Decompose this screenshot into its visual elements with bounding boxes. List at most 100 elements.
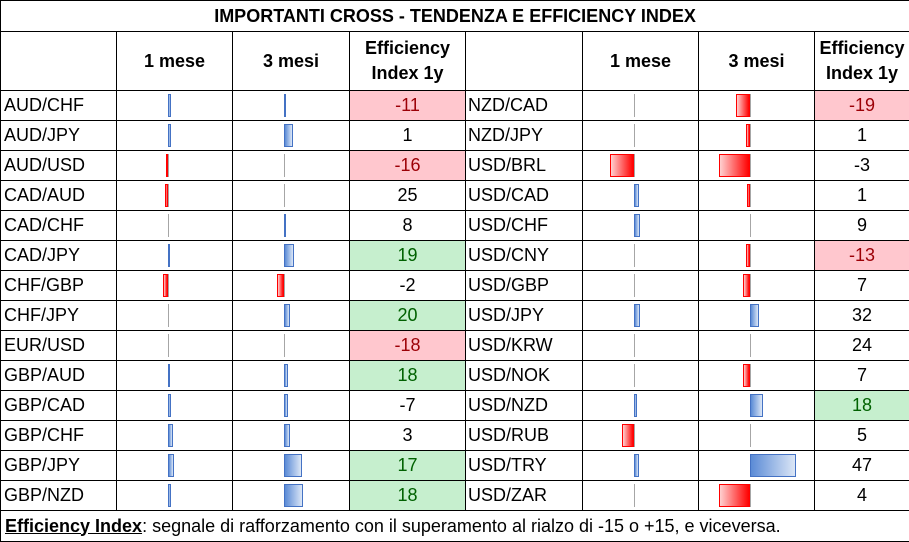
positive-bar (750, 304, 759, 327)
efficiency-value: 18 (815, 391, 909, 421)
zero-line (168, 334, 169, 357)
positive-bar (168, 244, 170, 267)
positive-bar (168, 364, 170, 387)
pair-name: USD/RUB (466, 421, 583, 451)
trend-bar-cell (233, 121, 350, 151)
zero-line (750, 274, 751, 297)
negative-bar (166, 154, 168, 177)
header-eff-line1: Efficiency (820, 38, 905, 58)
efficiency-value: 25 (350, 181, 466, 211)
positive-bar (168, 394, 171, 417)
efficiency-value: -18 (350, 331, 466, 361)
trend-bar-cell (233, 361, 350, 391)
trend-bar-cell (117, 91, 233, 121)
trend-bar-cell (699, 481, 815, 511)
trend-bar-cell (583, 481, 699, 511)
positive-bar (634, 304, 640, 327)
pair-name: GBP/AUD (1, 361, 117, 391)
positive-bar (284, 424, 290, 447)
pair-name: CHF/JPY (1, 301, 117, 331)
negative-bar (622, 424, 633, 447)
trend-bar-cell (699, 451, 815, 481)
zero-line (634, 244, 635, 267)
zero-line (750, 244, 751, 267)
trend-bar-cell (233, 91, 350, 121)
trend-bar-cell (583, 421, 699, 451)
efficiency-value: 4 (815, 481, 909, 511)
negative-bar (277, 274, 285, 297)
pair-name: USD/CAD (466, 181, 583, 211)
trend-bar-cell (233, 271, 350, 301)
trend-bar-cell (233, 301, 350, 331)
positive-bar (284, 364, 288, 387)
trend-bar-cell (117, 121, 233, 151)
negative-bar (610, 154, 634, 177)
efficiency-value: 47 (815, 451, 909, 481)
zero-line (634, 154, 635, 177)
positive-bar (284, 304, 290, 327)
header-efficiency-right: Efficiency Index 1y (815, 32, 909, 91)
negative-bar (163, 274, 167, 297)
pair-name: USD/KRW (466, 331, 583, 361)
efficiency-value: -2 (350, 271, 466, 301)
efficiency-value: 9 (815, 211, 909, 241)
trend-bar-cell (233, 181, 350, 211)
header-1-mese-left: 1 mese (117, 32, 233, 91)
zero-line (750, 424, 751, 447)
zero-line (634, 364, 635, 387)
trend-bar-cell (583, 451, 699, 481)
trend-bar-cell (117, 211, 233, 241)
trend-bar-cell (117, 451, 233, 481)
trend-bar-cell (233, 211, 350, 241)
header-eff-line2: Index 1y (371, 63, 443, 83)
header-eff-line1: Efficiency (365, 38, 450, 58)
pair-name: USD/JPY (466, 301, 583, 331)
efficiency-value: 17 (350, 451, 466, 481)
trend-bar-cell (117, 181, 233, 211)
trend-bar-cell (699, 361, 815, 391)
pair-name: GBP/CHF (1, 421, 117, 451)
header-empty-left (1, 32, 117, 91)
efficiency-value: 18 (350, 361, 466, 391)
positive-bar (634, 454, 639, 477)
footer-text: : segnale di rafforzamento con il supera… (142, 516, 781, 536)
zero-line (634, 484, 635, 507)
zero-line (750, 364, 751, 387)
positive-bar (284, 484, 303, 507)
zero-line (284, 154, 285, 177)
zero-line (634, 94, 635, 117)
efficiency-value: 24 (815, 331, 909, 361)
trend-bar-cell (117, 361, 233, 391)
trend-bar-cell (117, 421, 233, 451)
efficiency-value: -3 (815, 151, 909, 181)
pair-name: USD/BRL (466, 151, 583, 181)
positive-bar (168, 94, 171, 117)
positive-bar (634, 394, 638, 417)
trend-bar-cell (117, 481, 233, 511)
pair-name: AUD/JPY (1, 121, 117, 151)
trend-bar-cell (233, 331, 350, 361)
header-1-mese-right: 1 mese (583, 32, 699, 91)
zero-line (284, 274, 285, 297)
zero-line (750, 124, 751, 147)
negative-bar (743, 364, 749, 387)
positive-bar (634, 214, 640, 237)
pair-name: USD/CHF (466, 211, 583, 241)
header-eff-line2: Index 1y (826, 63, 898, 83)
header-efficiency-left: Efficiency Index 1y (350, 32, 466, 91)
zero-line (750, 334, 751, 357)
zero-line (750, 214, 751, 237)
efficiency-value: 8 (350, 211, 466, 241)
zero-line (750, 184, 751, 207)
zero-line (634, 274, 635, 297)
positive-bar (284, 454, 302, 477)
trend-bar-cell (233, 481, 350, 511)
pair-name: CHF/GBP (1, 271, 117, 301)
trend-bar-cell (699, 211, 815, 241)
positive-bar (284, 214, 286, 237)
